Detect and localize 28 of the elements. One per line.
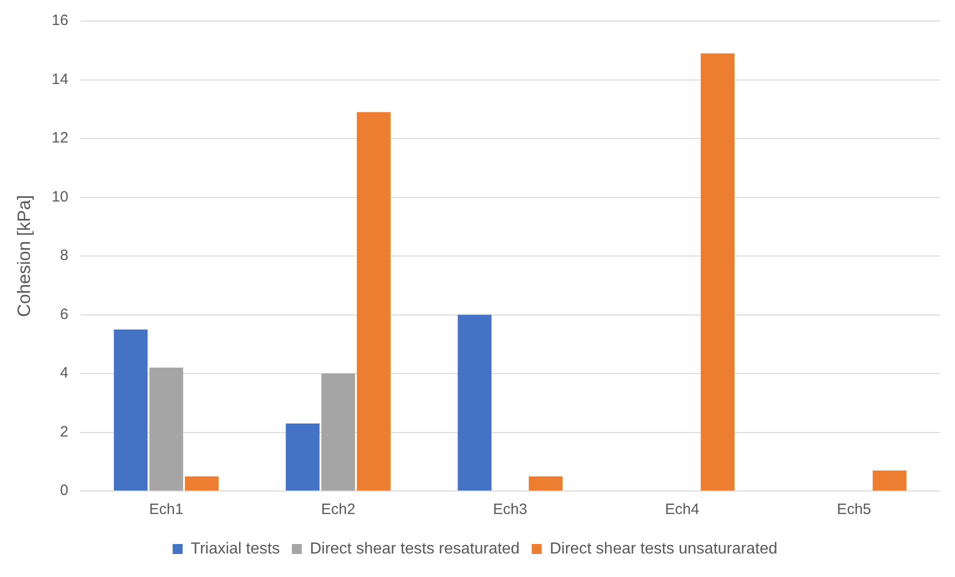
x-tick-label: Ech3 [493,501,528,518]
legend-label: Triaxial tests [190,540,280,558]
y-tick-label: 6 [60,306,68,323]
y-tick-label: 14 [52,70,68,88]
bar [184,476,219,490]
x-tick-label: Ech5 [836,501,872,518]
legend-label: Direct shear tests resaturated [310,540,520,558]
bar [114,329,148,490]
y-tick-label: 0 [60,482,68,500]
y-tick-label: 4 [60,364,68,382]
x-tick-label: Ech2 [321,501,356,518]
y-tick-label: 8 [60,247,68,264]
y-tick-label: 10 [52,188,68,206]
bar [356,112,391,490]
bar [700,53,734,490]
bar [286,423,320,490]
y-tick-label: 12 [52,130,68,147]
bar [458,314,492,490]
y-tick-label: 2 [60,423,68,440]
bar [872,470,906,490]
y-axis-title: Cohesion [kPa] [14,194,34,318]
bar [149,368,184,490]
bar [528,476,563,490]
y-tick-label: 16 [52,12,68,30]
x-tick-label: Ech4 [664,501,700,518]
bar [321,374,356,490]
legend-label: Direct shear tests unsaturarated [550,540,778,558]
x-tick-label: Ech1 [149,501,184,518]
